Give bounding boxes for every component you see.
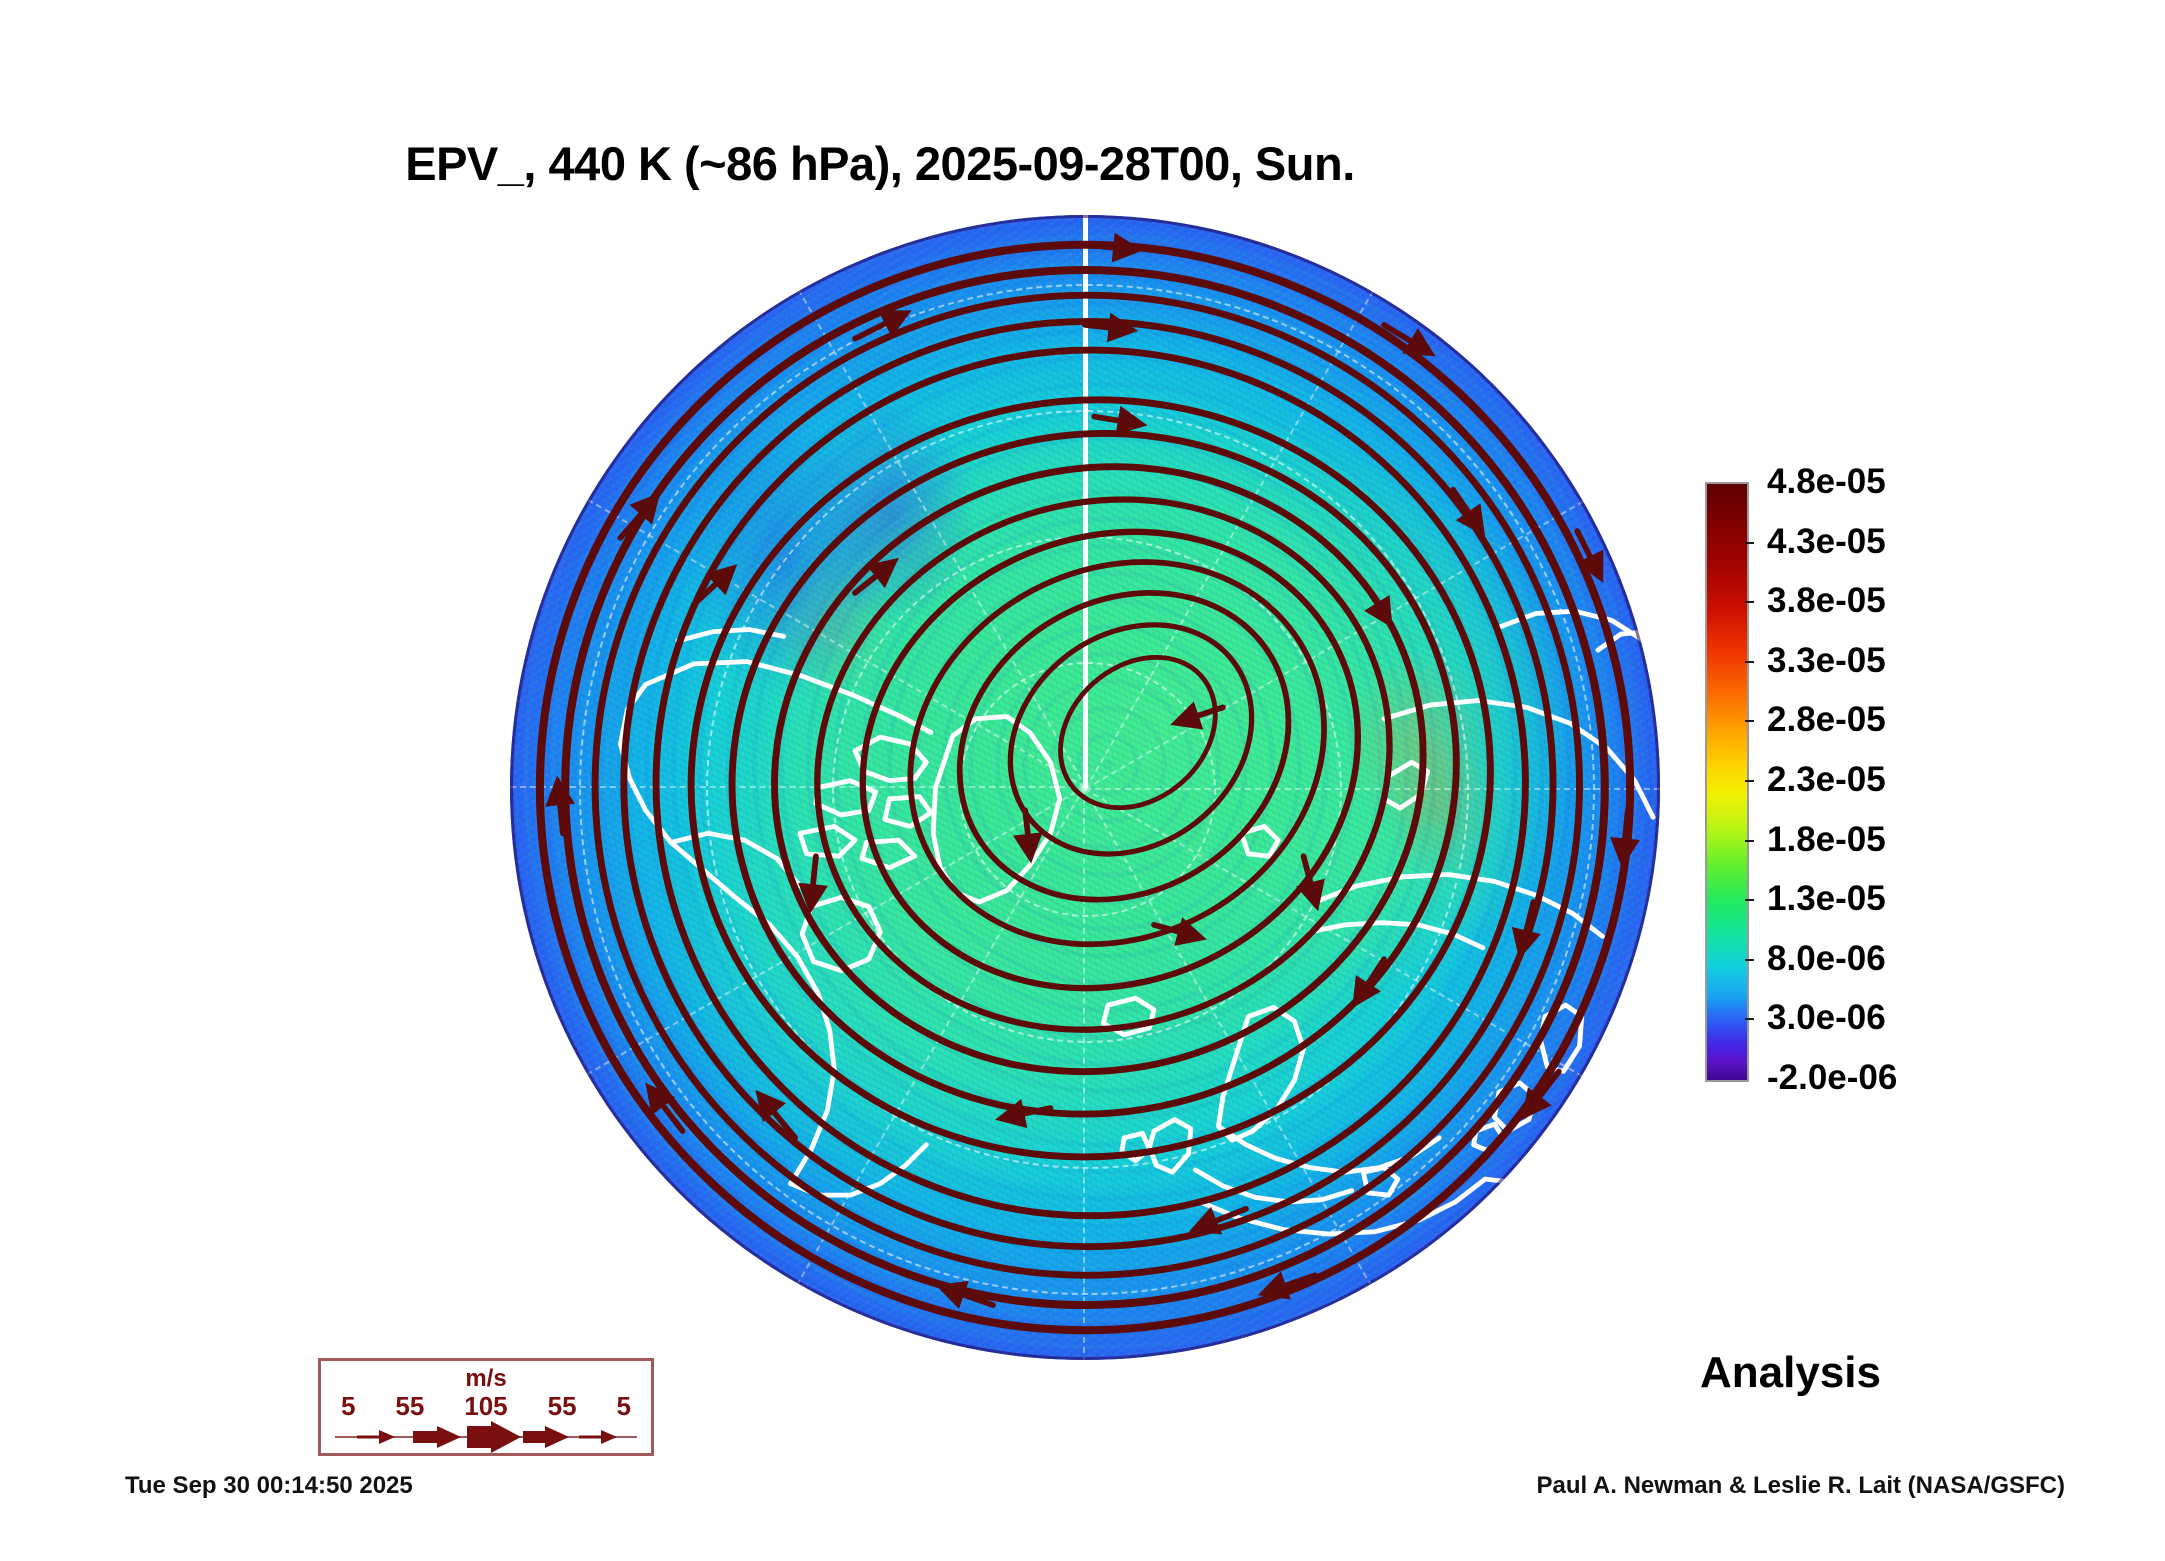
wind-legend-tick-label: 55 — [547, 1391, 577, 1421]
wind-legend-tick-label: 5 — [616, 1391, 631, 1421]
coastlines — [617, 608, 1660, 1237]
colorbar-tick — [1745, 780, 1754, 782]
colorbar-tick — [1745, 958, 1754, 961]
generation-timestamp: Tue Sep 30 00:14:50 2025 — [125, 1472, 413, 1499]
globe-projection — [510, 215, 1660, 1360]
wind-legend-tick-label: 5 — [340, 1391, 356, 1421]
colorbar-tick-label: -2.0e-06 — [1767, 1058, 1898, 1097]
analysis-label: Analysis — [1700, 1348, 1881, 1397]
wind-legend-ticks: 5 55 105 55 5 — [321, 1391, 651, 1422]
wind-legend-tick-label: 55 — [395, 1391, 425, 1421]
wind-legend-unit: m/s — [465, 1365, 507, 1392]
colorbar-tick-label: 4.8e-05 — [1767, 462, 1886, 501]
colorbar-tick — [1745, 660, 1754, 663]
colorbar-tick — [1745, 541, 1754, 544]
colorbar-tick-label: 2.3e-05 — [1767, 760, 1886, 799]
colorbar-tick-label: 4.3e-05 — [1767, 521, 1886, 561]
colorbar-tick-label: 8.0e-06 — [1767, 938, 1886, 978]
page-title: EPV_, 440 K (~86 hPa), 2025-09-28T00, Su… — [405, 137, 1355, 190]
colorbar-tick-label: 1.3e-05 — [1767, 879, 1886, 919]
colorbar-tick — [1745, 720, 1754, 723]
wind-legend-arrow-scale — [335, 1421, 637, 1453]
author-credit: Paul A. Newman & Leslie R. Lait (NASA/GS… — [1536, 1472, 2065, 1499]
colorbar-tick-label: 2.8e-05 — [1767, 700, 1886, 740]
colorbar-tick-label: 3.3e-05 — [1767, 640, 1886, 680]
colorbar: 4.8e-05 4.3e-05 3.8e-05 3.3e-05 2.8e-05 2.3e-… — [1705, 462, 2085, 1097]
graticule-longitude-spoke — [1085, 787, 1660, 790]
colorbar-tick — [1745, 601, 1754, 604]
wind-streamlines — [535, 232, 1640, 1335]
colorbar-tick-label: 1.8e-05 — [1767, 819, 1886, 859]
colorbar-tick — [1745, 1018, 1754, 1021]
wind-speed-legend: m/s 5 55 105 55 5 — [318, 1358, 654, 1456]
polar-map-panel — [505, 210, 1665, 1365]
colorbar-gradient — [1705, 482, 1749, 1082]
colorbar-tick-label: 3.0e-06 — [1767, 998, 1886, 1038]
colorbar-tick — [1745, 899, 1754, 902]
wind-legend-tick-label: 105 — [464, 1391, 508, 1421]
colorbar-tick-label: 3.8e-05 — [1767, 581, 1886, 621]
colorbar-tick — [1745, 839, 1754, 842]
